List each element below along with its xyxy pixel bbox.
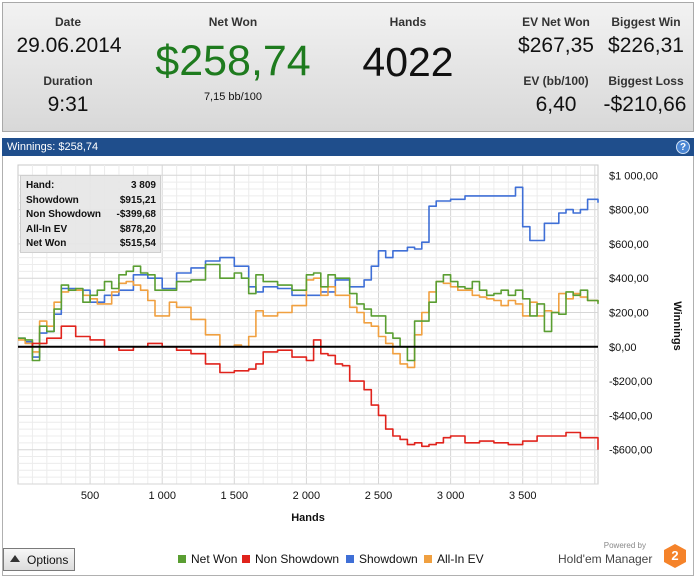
hand-box-row: Net Won $515,54 xyxy=(21,237,160,252)
hand-box-row: Non Showdown -$399,68 xyxy=(21,208,160,223)
hands-value: 4022 xyxy=(362,39,454,85)
session-summary-panel: Date 29.06.2014 Duration 9:31 Net Won $2… xyxy=(2,2,694,132)
series-line xyxy=(18,263,599,362)
y-tick-label: $0,00 xyxy=(609,342,637,354)
y-tick-label: $800,00 xyxy=(609,205,649,217)
net-won-value: $258,74 xyxy=(155,37,311,85)
y-tick-label: -$200,00 xyxy=(609,376,652,388)
net-won-label: Net Won xyxy=(208,15,258,29)
y-tick-label: $600,00 xyxy=(609,239,649,251)
options-label: Options xyxy=(27,553,69,567)
series-line xyxy=(18,277,599,369)
hand-tooltip-box: Hand: 3 809 Showdown $915,21 Non Showdown -$3… xyxy=(20,175,161,253)
legend-label: Showdown xyxy=(359,552,418,566)
series-line xyxy=(18,186,599,358)
duration-label: Duration xyxy=(43,74,93,88)
legend-swatch xyxy=(242,555,250,563)
legend-label: All-In EV xyxy=(437,552,484,566)
help-icon[interactable]: ? xyxy=(676,140,690,154)
expand-up-icon xyxy=(10,555,20,562)
hem-brand: Powered by Hold'em Manager 2 xyxy=(558,541,688,571)
y-tick-label: $1 000,00 xyxy=(609,170,658,182)
hands-label: Hands xyxy=(389,15,427,29)
hand-box-value: $915,21 xyxy=(119,194,156,206)
date-value: 29.06.2014 xyxy=(16,34,122,57)
ev-bb100-value: 6,40 xyxy=(535,93,577,116)
legend-swatch xyxy=(178,555,186,563)
y-axis-label: Winnings xyxy=(671,301,683,350)
ev-net-won-label: EV Net Won xyxy=(522,15,590,29)
x-tick-label: 3 500 xyxy=(509,490,537,502)
legend-item: All-In EV xyxy=(424,552,484,566)
x-tick-label: 2 000 xyxy=(293,490,321,502)
legend-item: Net Won xyxy=(178,552,237,566)
brand-name: Hold'em Manager xyxy=(558,552,653,566)
chart-frame xyxy=(2,156,694,576)
y-tick-label: $200,00 xyxy=(609,307,649,319)
x-tick-label: 2 500 xyxy=(365,490,393,502)
chart-title: Winnings: $258,74 xyxy=(7,141,99,153)
ev-bb100-label: EV (bb/100) xyxy=(523,74,589,88)
x-tick-label: 3 000 xyxy=(437,490,465,502)
legend-swatch xyxy=(424,555,432,563)
hand-box-value: $515,54 xyxy=(119,238,156,249)
hand-box-row: Showdown $915,21 xyxy=(21,194,160,209)
biggest-loss-value: -$210,66 xyxy=(603,93,687,116)
x-tick-label: 500 xyxy=(81,490,99,502)
options-button[interactable]: Options xyxy=(3,548,75,571)
powered-by-text: Powered by xyxy=(603,541,646,550)
legend-label: Non Showdown xyxy=(255,552,340,566)
legend-item: Showdown xyxy=(346,552,418,566)
hand-box-key: Showdown xyxy=(26,194,79,206)
legend-label: Net Won xyxy=(191,552,238,566)
legend-item: Non Showdown xyxy=(242,552,339,566)
hand-box-row: All-In EV $878,20 xyxy=(21,223,160,238)
hand-box-value: -$399,68 xyxy=(116,209,156,220)
y-tick-label: -$400,00 xyxy=(609,410,652,422)
x-tick-label: 1 500 xyxy=(221,490,249,502)
hem-logo-icon: 2 xyxy=(664,544,686,568)
x-axis-label: Hands xyxy=(291,512,325,524)
legend-swatch xyxy=(346,555,354,563)
hand-box-value: $878,20 xyxy=(119,223,156,235)
biggest-win-label: Biggest Win xyxy=(611,15,681,29)
biggest-win-value: $226,31 xyxy=(608,34,684,57)
biggest-loss-label: Biggest Loss xyxy=(608,74,684,88)
hand-box-key: Hand: xyxy=(26,180,55,191)
duration-value: 9:31 xyxy=(47,93,89,116)
hand-box-key: All-In EV xyxy=(26,223,68,235)
hand-box-key: Net Won xyxy=(26,238,67,249)
hand-box-value: 3 809 xyxy=(130,180,156,191)
chart-title-bar: Winnings: $258,74 ? xyxy=(2,138,694,156)
net-won-bb100: 7,15 bb/100 xyxy=(203,91,263,103)
y-tick-label: -$600,00 xyxy=(609,445,652,457)
date-label: Date xyxy=(54,15,81,29)
hand-box-key: Non Showdown xyxy=(26,209,101,220)
hand-box-row: Hand: 3 809 xyxy=(21,179,160,194)
ev-net-won-value: $267,35 xyxy=(518,34,594,57)
x-tick-label: 1 000 xyxy=(148,490,176,502)
y-tick-label: $400,00 xyxy=(609,273,649,285)
